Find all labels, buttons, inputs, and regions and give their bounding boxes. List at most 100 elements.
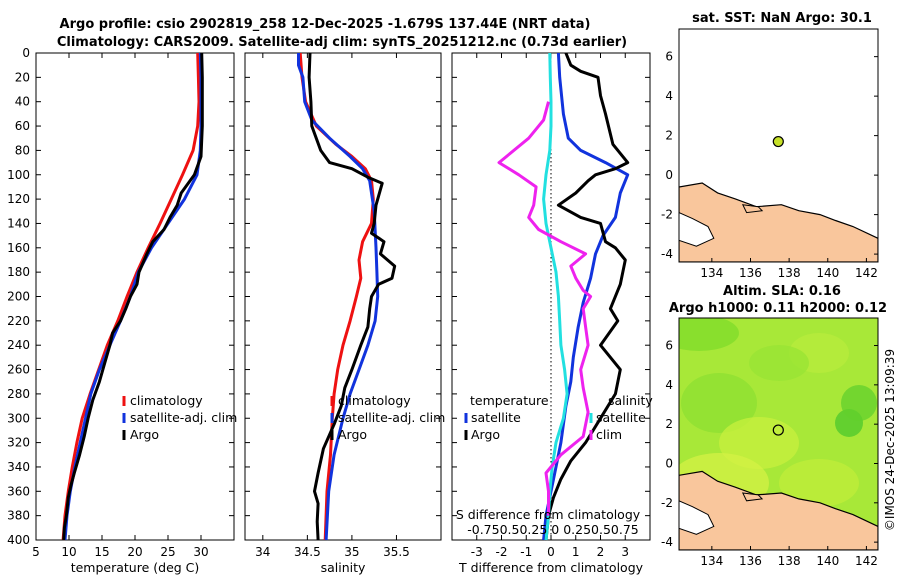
m1-argo-marker (772, 135, 784, 148)
p2-series-s-clim (497, 101, 593, 516)
diff-legend-s-label: clim (596, 427, 622, 442)
m1-land-island (741, 204, 764, 214)
diff-legend-s-title: salinity (608, 393, 653, 408)
p0-ytick-label: 300 (7, 411, 30, 425)
p0-ytick-label: 200 (7, 290, 30, 304)
p2-xtick-label: -3 (471, 545, 483, 559)
p1-xtick-label: 35 (344, 545, 359, 559)
salinity-panel: 34 34.5 35 35.5 salinity climatology satellite… (244, 52, 445, 575)
m2-sla-patch (679, 318, 739, 351)
p1-series-argo (307, 52, 397, 541)
diff-legend-t-title: temperature (470, 393, 549, 408)
p0-ytick-label: 400 (7, 533, 30, 547)
sst-map-panel: 134 136 138 140 142 6 4 2 0 -2 -4 (661, 28, 879, 280)
p2-xtick-label: -1 (520, 545, 532, 559)
m2-xtick-label: 136 (739, 554, 762, 568)
m2-ytick-label: 0 (665, 456, 673, 470)
p1-legend-label: climatology (338, 393, 411, 408)
p2-xlabel: T difference from climatology (458, 560, 644, 575)
m2-xtick-label: 138 (778, 554, 801, 568)
m1-xtick-label: 138 (778, 266, 801, 280)
m2-argo-marker (772, 424, 784, 436)
sla-map-panel: 134 136 138 140 142 6 4 2 0 -2 -4 (661, 317, 879, 568)
p0-ytick-label: 240 (7, 338, 30, 352)
title-line2: Climatology: CARS2009. Satellite-adj cli… (57, 35, 627, 50)
m1-ytick-label: 4 (665, 89, 673, 103)
p0-ytick-label: 140 (7, 216, 30, 230)
p0-frame (35, 52, 235, 541)
p0-xtick-label: 25 (160, 545, 175, 559)
m1-ytick-label: 6 (665, 50, 673, 64)
m1-frame (678, 28, 879, 263)
m1-ytick-label: -2 (661, 208, 673, 222)
p2-xtick-label: 0 (547, 545, 555, 559)
m2-ytick-label: 6 (665, 339, 673, 353)
title-line1: Argo profile: csio 2902819_258 12-Dec-20… (60, 17, 591, 32)
p2-series-t-argo (544, 52, 630, 541)
p0-xtick-label: 5 (32, 545, 40, 559)
m2-ytick-label: 2 (665, 417, 673, 431)
m1-xtick-label: 136 (739, 266, 762, 280)
m2-bay (679, 500, 715, 535)
p0-ytick-label: 40 (15, 95, 30, 109)
p0-ytick-label: 20 (15, 70, 30, 84)
diff-legend-s-label: satellite (596, 410, 646, 425)
p0-ytick-label: 360 (7, 484, 30, 498)
p1-xlabel: salinity (321, 560, 366, 575)
p0-xtick-label: 10 (61, 545, 76, 559)
imos-timestamp: ©IMOS 24-Dec-2025 13:09:39 (883, 349, 897, 531)
m2-ytick-label: 4 (665, 378, 673, 392)
p0-ytick-label: 100 (7, 168, 30, 182)
m2-land-island (741, 492, 764, 502)
p0-series-climatology (61, 52, 201, 541)
p2-xtick-label: 1 (572, 545, 580, 559)
diff-legend-t-label: Argo (471, 427, 500, 442)
p0-legend-label: climatology (130, 393, 203, 408)
p0-ytick-label: 220 (7, 314, 30, 328)
m2-xtick-label: 140 (816, 554, 839, 568)
p0-ytick-label: 120 (7, 192, 30, 206)
m2-xtick-label: 134 (700, 554, 723, 568)
m2-land-new-guinea (679, 470, 878, 550)
temperature-panel: 5 10 15 20 25 3002040608010012014016018020022… (7, 46, 237, 575)
m1-xtick-label: 134 (700, 266, 723, 280)
m1-bay (679, 212, 715, 247)
p1-xtick-label: 34.5 (294, 545, 321, 559)
p0-ytick-label: 380 (7, 509, 30, 523)
m2-xtick-label: 142 (855, 554, 878, 568)
p0-xtick-label: 15 (94, 545, 109, 559)
p0-ytick-label: 340 (7, 460, 30, 474)
m2-sla-patch (681, 373, 757, 433)
m1-land-new-guinea (679, 182, 878, 262)
p0-legend-label: Argo (130, 427, 159, 442)
p2-series-s-satellite (542, 52, 569, 541)
p2-series-t-satellite (542, 52, 630, 541)
p2-xtick-label: 3 (621, 545, 629, 559)
p1-legend-label: satellite-adj. clim (338, 410, 445, 425)
m1-xtick-label: 142 (855, 266, 878, 280)
p0-xtick-label: 20 (127, 545, 142, 559)
p1-frame (244, 52, 442, 541)
m1-ytick-label: 0 (665, 168, 673, 182)
m1-ytick-label: -4 (661, 247, 673, 261)
sst-map-title: sat. SST: NaN Argo: 30.1 (692, 11, 872, 26)
m2-frame (678, 317, 879, 551)
diff-s-axis-label: S difference from climatology (456, 507, 641, 522)
p0-ytick-label: 80 (15, 143, 30, 157)
m1-ytick-label: 2 (665, 129, 673, 143)
p2-xtick-label: -2 (496, 545, 508, 559)
p0-ytick-label: 0 (22, 46, 30, 60)
m2-ytick-label: -2 (661, 496, 673, 510)
p0-ytick-label: 260 (7, 363, 30, 377)
p1-series-satellite-adj-clim (297, 53, 380, 541)
sla-map-title-1: Altim. SLA: 0.16 (723, 284, 841, 299)
p0-ytick-label: 160 (7, 241, 30, 255)
m1-xtick-label: 140 (816, 266, 839, 280)
p2-xtick-label: 2 (597, 545, 605, 559)
p0-ytick-label: 60 (15, 119, 30, 133)
p0-xtick-label: 30 (193, 545, 208, 559)
p0-series-argo (62, 52, 204, 541)
p0-ytick-label: 280 (7, 387, 30, 401)
m2-sla-patch (749, 345, 809, 381)
p0-ytick-label: 320 (7, 436, 30, 450)
